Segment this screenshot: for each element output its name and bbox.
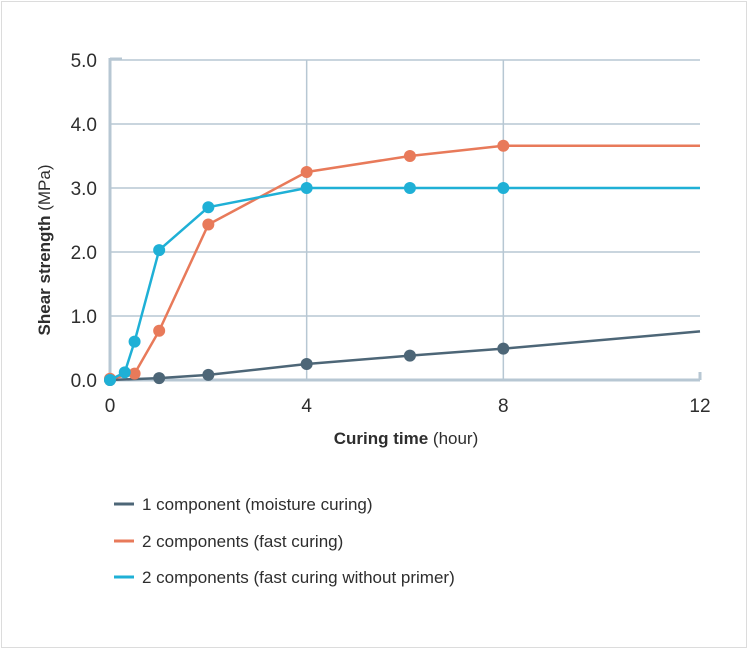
data-point (118, 366, 131, 379)
data-point (128, 335, 141, 348)
series-line (109, 186, 700, 382)
x-tick-label: 4 (301, 396, 312, 417)
legend-item-1-component: 1 component (moisture curing) (114, 495, 373, 514)
legend-label-2-components: 2 components (fast curing) (142, 532, 343, 551)
x-tick-label: 12 (689, 396, 710, 417)
series-line (109, 144, 700, 380)
y-tick-label: 2.0 (71, 243, 97, 264)
axes (108, 57, 702, 382)
series-1 (104, 330, 701, 386)
y-axis-title-bold: Shear strength (35, 216, 54, 336)
series-2 (104, 139, 700, 385)
data-point (497, 342, 510, 355)
x-tick-label: 8 (498, 396, 509, 417)
y-tick-label: 5.0 (71, 51, 97, 72)
y-tick-label: 3.0 (71, 179, 97, 200)
x-axis-title-bold: Curing time (334, 429, 428, 448)
series-3 (104, 182, 700, 386)
data-point (202, 218, 215, 231)
data-point (300, 182, 313, 194)
data-point (497, 139, 510, 152)
y-tick-label: 1.0 (71, 307, 97, 328)
x-axis-title-unit: (hour) (428, 429, 478, 448)
data-point (202, 368, 215, 381)
data-point (403, 150, 416, 162)
data-point (403, 182, 416, 194)
data-point (300, 358, 313, 370)
x-tick-label: 0 (105, 396, 116, 417)
data-point (497, 182, 510, 194)
grid (110, 59, 700, 380)
data-point (128, 367, 141, 380)
legend-item-2-components-no-primer: 2 components (fast curing without primer… (114, 568, 455, 587)
series-lines (104, 139, 701, 386)
data-point (153, 372, 166, 385)
data-point (104, 374, 116, 386)
y-tick-label: 4.0 (71, 115, 97, 136)
y-tick-label: 0.0 (71, 371, 97, 392)
legend-label-1-component: 1 component (moisture curing) (142, 495, 373, 514)
data-point (202, 201, 215, 214)
data-point (153, 244, 166, 257)
legend: 1 component (moisture curing) 2 componen… (114, 495, 455, 587)
legend-label-2-components-no-primer: 2 components (fast curing without primer… (142, 568, 455, 587)
data-point (153, 324, 166, 337)
y-axis-title-unit: (MPa) (35, 165, 54, 216)
tick-labels: 0.0 1.0 2.0 3.0 4.0 5.0 0 4 8 12 (71, 51, 711, 417)
y-axis-title: Shear strength (MPa) (35, 165, 54, 336)
data-point (300, 166, 313, 178)
data-point (403, 349, 416, 362)
legend-item-2-components: 2 components (fast curing) (114, 532, 343, 551)
x-axis-title: Curing time (hour) (334, 429, 479, 448)
